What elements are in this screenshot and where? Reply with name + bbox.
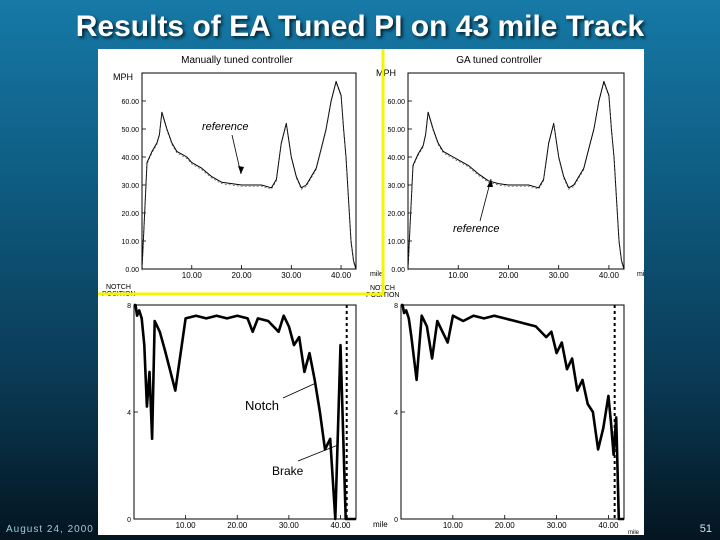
right-panel-title: GA tuned controller <box>456 55 542 66</box>
results-figure-svg: Manually tuned controller GA tuned contr… <box>75 45 650 536</box>
bottom-x-unit: mile <box>373 520 388 529</box>
left-reference-annotation: reference <box>202 121 248 133</box>
chart-0-xtick-label-2: 30.00 <box>281 271 302 280</box>
panel-titles: Manually tuned controller GA tuned contr… <box>181 55 542 66</box>
unit-labels: MPH MPH mile mile mile mile NOTCH POSITI… <box>102 68 650 536</box>
chart-1-ytick-label-4: 40.00 <box>387 155 405 162</box>
slide-title: Results of EA Tuned PI on 43 mile Track <box>75 10 645 43</box>
chart-0-xtick-label-3: 40.00 <box>331 271 352 280</box>
right-speed-unit: MPH <box>376 68 396 78</box>
chart-3-ytick-label-2: 8 <box>394 303 398 310</box>
chart-1-xtick-label-1: 20.00 <box>498 271 519 280</box>
chart-1-ytick-label-1: 10.00 <box>387 239 405 246</box>
notch-arrow <box>282 382 317 399</box>
chart-1-xtick-label-3: 40.00 <box>599 271 620 280</box>
left-reference-arrowhead <box>238 166 244 174</box>
chart-0-ytick-label-1: 10.00 <box>121 239 139 246</box>
chart-2-xtick-label-2: 30.00 <box>279 521 300 530</box>
chart-0-ytick-label-6: 60.00 <box>121 99 139 106</box>
chart-3-ytick-label-0: 0 <box>394 517 398 524</box>
chart-1-ytick-label-2: 20.00 <box>387 211 405 218</box>
chart-3-xtick-label-1: 20.00 <box>495 521 516 530</box>
chart-1-ytick-label-5: 50.00 <box>387 127 405 134</box>
chart-2-ytick-label-1: 4 <box>127 410 131 417</box>
results-figure: Manually tuned controller GA tuned contr… <box>75 45 650 536</box>
chart-0-ytick-label-4: 40.00 <box>121 155 139 162</box>
left-speed-unit: MPH <box>113 72 133 82</box>
chart-1-frame <box>407 72 625 270</box>
chart-2-series-0-line <box>134 303 356 521</box>
chart-0-xtick-label-0: 10.00 <box>182 271 203 280</box>
chart-2-xtick-label-0: 10.00 <box>176 521 197 530</box>
chart-1-xtick-label-0: 10.00 <box>448 271 469 280</box>
chart-3-xtick-label-3: 40.00 <box>598 521 619 530</box>
chart-3-xtick-label-2: 30.00 <box>547 521 568 530</box>
chart-0-ytick-label-5: 50.00 <box>121 127 139 134</box>
chart-0-series-0-line <box>141 80 357 270</box>
chart-0-ytick-label-0: 0.00 <box>125 267 139 274</box>
chart-3-ytick-label-1: 4 <box>394 410 398 417</box>
chart-1-series-0-reference-line <box>407 81 625 271</box>
left-panel-title: Manually tuned controller <box>181 55 293 66</box>
chart-2-xtick-label-3: 40.00 <box>330 521 351 530</box>
bottom-right-x-unit: mile <box>628 530 640 535</box>
footer-date: August 24, 2000 <box>6 524 94 535</box>
chart-0-series-0-reference-line <box>141 81 357 271</box>
left-notch-label-1: NOTCH <box>106 284 131 291</box>
notch-annotation: Notch <box>245 398 279 413</box>
chart-1-xtick-label-2: 30.00 <box>549 271 570 280</box>
chart-0-ytick-label-3: 30.00 <box>121 183 139 190</box>
chart-0-ytick-label-2: 20.00 <box>121 211 139 218</box>
chart-2-xtick-label-1: 20.00 <box>227 521 248 530</box>
chart-3-series-0-line <box>401 303 624 521</box>
right-reference-annotation: reference <box>453 223 499 235</box>
chart-1-ytick-label-3: 30.00 <box>387 183 405 190</box>
left-x-unit: mile <box>370 271 383 278</box>
chart-0-xtick-label-1: 20.00 <box>232 271 253 280</box>
chart-3-xtick-label-0: 10.00 <box>443 521 464 530</box>
chart-2-ytick-label-0: 0 <box>127 517 131 524</box>
chart-2-ytick-label-2: 8 <box>127 303 131 310</box>
brake-annotation: Brake <box>272 464 304 478</box>
page-number: 51 <box>699 523 712 535</box>
chart-1-series-0-line <box>407 80 625 270</box>
right-x-unit: mile <box>637 271 644 278</box>
chart-0-frame <box>141 72 357 270</box>
chart-1-ytick-label-0: 0.00 <box>391 267 405 274</box>
annotations: reference reference Notch Brake <box>202 121 499 478</box>
chart-1-ytick-label-6: 60.00 <box>387 99 405 106</box>
